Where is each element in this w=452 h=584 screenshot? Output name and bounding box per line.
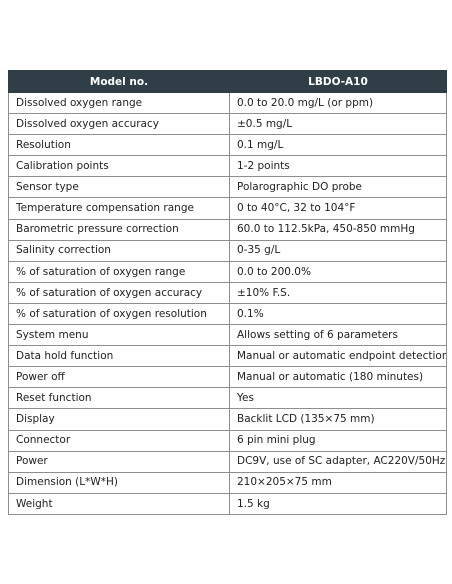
row-value: 0.1 mg/L xyxy=(229,134,447,157)
row-value: Manual or automatic endpoint detection xyxy=(229,345,447,368)
table-row: Dimension (L*W*H) 210×205×75 mm xyxy=(8,471,447,494)
row-value: 0-35 g/L xyxy=(229,239,447,262)
row-value: 1-2 points xyxy=(229,155,447,178)
table-row: % of saturation of oxygen range 0.0 to 2… xyxy=(8,260,447,283)
row-value: ±0.5 mg/L xyxy=(229,113,447,136)
row-label: Resolution xyxy=(8,134,230,157)
row-label: Data hold function xyxy=(8,345,230,368)
row-label: Salinity correction xyxy=(8,239,230,262)
row-value: 0.1% xyxy=(229,302,447,326)
table-row: Display Backlit LCD (135×75 mm) xyxy=(8,408,447,431)
table-row: Reset function Yes xyxy=(8,387,447,410)
row-value: Backlit LCD (135×75 mm) xyxy=(229,408,447,431)
row-label: Dimension (L*W*H) xyxy=(8,471,230,494)
row-label: Dissolved oxygen accuracy xyxy=(8,113,230,136)
table-row: % of saturation of oxygen resolution 0.1… xyxy=(8,302,447,326)
spec-table: Model no. LBDO-A10 Dissolved oxygen rang… xyxy=(8,70,447,515)
header-model-label: Model no. xyxy=(8,70,230,93)
row-value: Allows setting of 6 parameters xyxy=(229,324,447,347)
row-label: Connector xyxy=(8,429,230,452)
row-value: 0.0 to 20.0 mg/L (or ppm) xyxy=(229,91,447,115)
row-value: 0.0 to 200.0% xyxy=(229,260,447,283)
table-row: Connector 6 pin mini plug xyxy=(8,429,447,452)
row-value: 1.5 kg xyxy=(229,492,447,515)
table-row: % of saturation of oxygen accuracy ±10% … xyxy=(8,281,447,304)
row-value: DC9V, use of SC adapter, AC220V/50Hz xyxy=(229,450,447,473)
row-label: % of saturation of oxygen accuracy xyxy=(8,281,230,304)
table-row: Salinity correction 0-35 g/L xyxy=(8,239,447,262)
row-label: Weight xyxy=(8,492,230,515)
table-row: Weight 1.5 kg xyxy=(8,492,447,515)
table-row: Sensor type Polarographic DO probe xyxy=(8,176,447,199)
row-value: 60.0 to 112.5kPa, 450-850 mmHg xyxy=(229,218,447,241)
row-label: Barometric pressure correction xyxy=(8,218,230,241)
table-row: Dissolved oxygen accuracy ±0.5 mg/L xyxy=(8,113,447,136)
row-label: Reset function xyxy=(8,387,230,410)
row-value: Polarographic DO probe xyxy=(229,176,447,199)
row-label: Temperature compensation range xyxy=(8,197,230,220)
row-label: Power off xyxy=(8,366,230,389)
row-label: Display xyxy=(8,408,230,431)
row-label: Sensor type xyxy=(8,176,230,199)
row-label: Calibration points xyxy=(8,155,230,178)
row-label: System menu xyxy=(8,324,230,347)
row-value: 210×205×75 mm xyxy=(229,471,447,494)
header-model-value: LBDO-A10 xyxy=(229,70,447,93)
table-row: Power off Manual or automatic (180 minut… xyxy=(8,366,447,389)
row-value: Yes xyxy=(229,387,447,410)
table-row: Dissolved oxygen range 0.0 to 20.0 mg/L … xyxy=(8,91,447,115)
table-row: Calibration points 1-2 points xyxy=(8,155,447,178)
spec-table-header: Model no. LBDO-A10 xyxy=(8,70,447,93)
row-value: Manual or automatic (180 minutes) xyxy=(229,366,447,389)
row-value: 6 pin mini plug xyxy=(229,429,447,452)
table-row: Temperature compensation range 0 to 40°C… xyxy=(8,197,447,220)
row-label: % of saturation of oxygen resolution xyxy=(8,302,230,326)
row-label: Dissolved oxygen range xyxy=(8,91,230,115)
table-row: Data hold function Manual or automatic e… xyxy=(8,345,447,368)
table-row: Barometric pressure correction 60.0 to 1… xyxy=(8,218,447,241)
table-row: System menu Allows setting of 6 paramete… xyxy=(8,324,447,347)
header-row: Model no. LBDO-A10 xyxy=(8,70,447,93)
row-value: 0 to 40°C, 32 to 104°F xyxy=(229,197,447,220)
table-row: Power DC9V, use of SC adapter, AC220V/50… xyxy=(8,450,447,473)
row-label: % of saturation of oxygen range xyxy=(8,260,230,283)
table-row: Resolution 0.1 mg/L xyxy=(8,134,447,157)
row-value: ±10% F.S. xyxy=(229,281,447,304)
spec-table-body: Dissolved oxygen range 0.0 to 20.0 mg/L … xyxy=(8,91,447,515)
row-label: Power xyxy=(8,450,230,473)
